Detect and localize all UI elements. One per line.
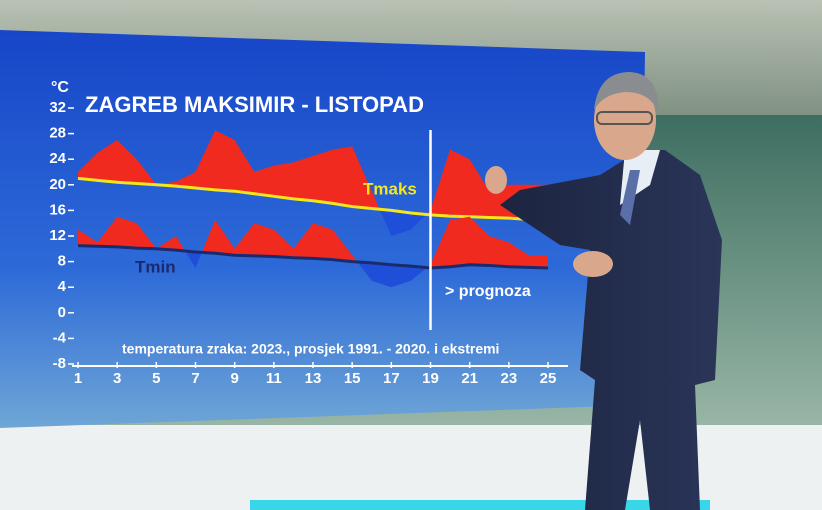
- x-tick-label: 23: [500, 370, 517, 387]
- x-tick-label: 7: [191, 370, 199, 387]
- x-tick-label: 17: [383, 370, 400, 387]
- series-label: Tmaks: [363, 179, 417, 198]
- y-tick-label: 0: [58, 304, 66, 321]
- presenter: [485, 72, 722, 510]
- x-tick-label: 21: [461, 370, 478, 387]
- x-tick-label: 13: [305, 370, 322, 387]
- y-tick-label: -4: [53, 329, 67, 346]
- floor-light: [250, 500, 710, 510]
- x-tick-label: 25: [540, 370, 557, 387]
- y-tick-label: 16: [49, 201, 66, 218]
- y-tick-label: 4: [58, 278, 67, 295]
- y-tick-label: 8: [58, 253, 66, 270]
- y-tick-label: 28: [49, 125, 66, 142]
- x-tick-label: 5: [152, 370, 160, 387]
- x-tick-label: 15: [344, 370, 361, 387]
- series-label: Tmin: [135, 257, 176, 276]
- x-tick-label: 3: [113, 370, 121, 387]
- y-tick-label: -8: [53, 355, 66, 372]
- x-tick-label: 19: [422, 370, 439, 387]
- y-tick-label: 20: [49, 176, 66, 193]
- chart-title: ZAGREB MAKSIMIR - LISTOPAD: [85, 92, 424, 117]
- x-tick-label: 1: [74, 370, 82, 387]
- x-tick-label: 9: [230, 370, 238, 387]
- forecast-label: > prognoza: [445, 283, 531, 300]
- y-tick-label: 32: [49, 99, 66, 116]
- chart-subtitle: temperatura zraka: 2023., prosjek 1991. …: [122, 341, 499, 357]
- average-line: [77, 244, 549, 270]
- x-tick-label: 11: [266, 370, 282, 387]
- anomaly-above: [78, 216, 548, 268]
- y-tick-label: 24: [49, 150, 66, 167]
- anomaly-above: [78, 130, 548, 220]
- unit-label: °C: [51, 79, 69, 96]
- y-tick-label: 12: [49, 227, 66, 244]
